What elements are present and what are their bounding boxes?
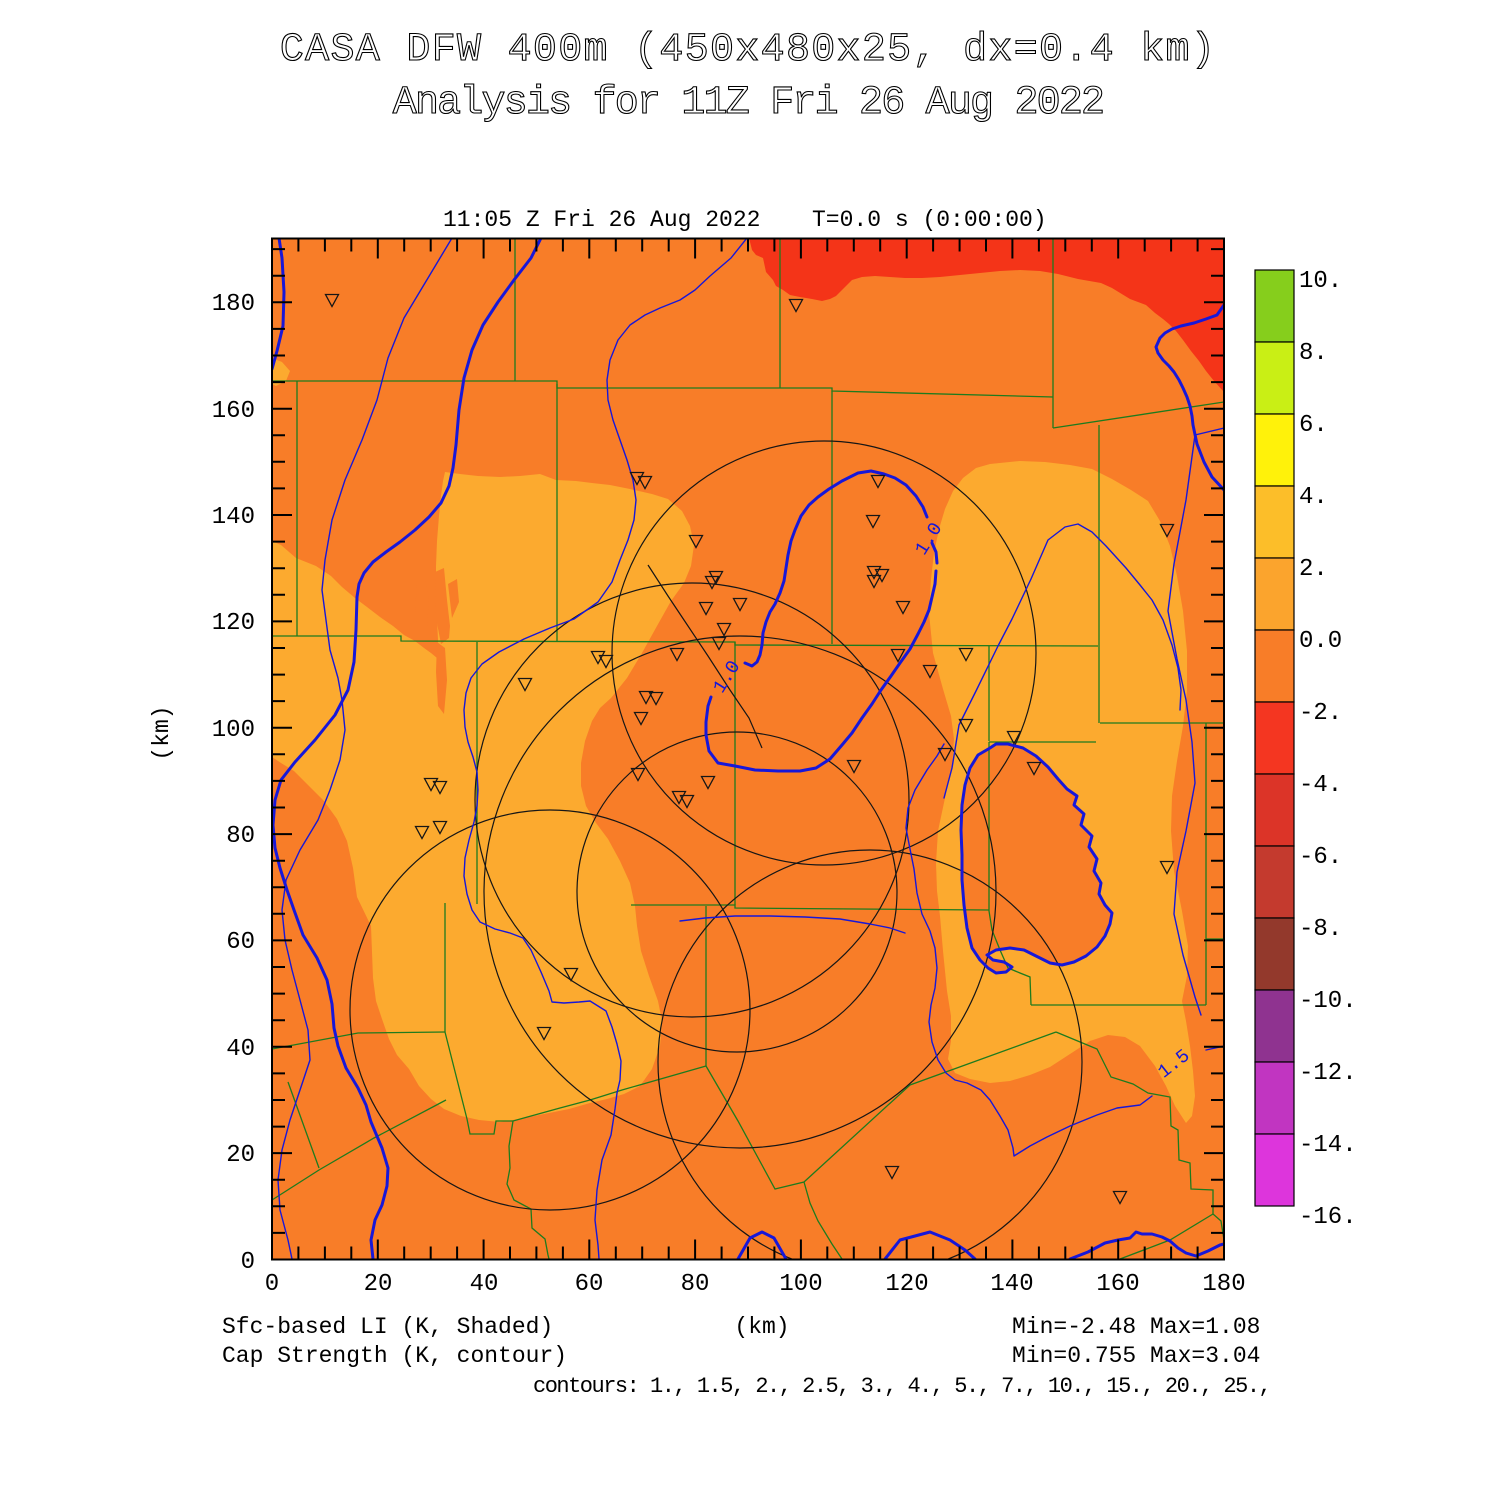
svg-text:-2.: -2. — [1299, 700, 1342, 727]
svg-text:Sfc-based LI (K, Shaded): Sfc-based LI (K, Shaded) — [222, 1314, 553, 1340]
svg-text:80: 80 — [226, 823, 255, 850]
svg-text:20: 20 — [226, 1142, 255, 1169]
svg-text:60: 60 — [226, 929, 255, 956]
svg-text:-16.: -16. — [1299, 1204, 1357, 1231]
svg-text:-8.: -8. — [1299, 916, 1342, 943]
svg-text:0: 0 — [265, 1271, 279, 1298]
svg-text:contours: 1., 1.5, 2., 2.5: contours: 1., 1.5, 2., 2.5, 3., 4., 5., … — [533, 1374, 1270, 1399]
svg-text:Analysis for 11Z Fri 26 Aug 20: Analysis for 11Z Fri 26 Aug 2022 — [393, 81, 1104, 126]
svg-text:140: 140 — [990, 1271, 1033, 1298]
svg-text:120: 120 — [885, 1271, 928, 1298]
svg-text:140: 140 — [212, 504, 255, 531]
svg-text:0: 0 — [241, 1249, 255, 1276]
svg-text:8.: 8. — [1299, 340, 1328, 367]
svg-text:120: 120 — [212, 610, 255, 637]
svg-text:-4.: -4. — [1299, 772, 1342, 799]
svg-text:CASA DFW 400m (450x480x25, dx=: CASA DFW 400m (450x480x25, dx=0.4 km) — [280, 28, 1216, 73]
svg-text:-14.: -14. — [1299, 1132, 1357, 1159]
svg-text:6.: 6. — [1299, 412, 1328, 439]
svg-text:180: 180 — [212, 291, 255, 318]
svg-text:T=0.0 s (0:00:00): T=0.0 s (0:00:00) — [812, 207, 1047, 233]
svg-text:20: 20 — [364, 1271, 393, 1298]
svg-text:10.: 10. — [1299, 268, 1342, 295]
svg-text:80: 80 — [681, 1271, 710, 1298]
svg-text:60: 60 — [575, 1271, 604, 1298]
svg-text:-12.: -12. — [1299, 1060, 1357, 1087]
svg-text:2.: 2. — [1299, 556, 1328, 583]
svg-text:Cap Strength (K, contour): Cap Strength (K, contour) — [222, 1343, 567, 1369]
svg-text:100: 100 — [212, 717, 255, 744]
svg-text:-6.: -6. — [1299, 844, 1342, 871]
svg-text:11:05 Z Fri 26 Aug 2022: 11:05 Z Fri 26 Aug 2022 — [443, 207, 760, 233]
svg-text:(km): (km) — [149, 705, 175, 760]
svg-text:100: 100 — [779, 1271, 822, 1298]
svg-text:40: 40 — [226, 1036, 255, 1063]
svg-text:160: 160 — [212, 398, 255, 425]
svg-text:(km): (km) — [734, 1314, 789, 1340]
svg-text:-10.: -10. — [1299, 988, 1357, 1015]
svg-text:Min=-2.48 Max=1.08: Min=-2.48 Max=1.08 — [1012, 1314, 1260, 1340]
svg-text:Min=0.755 Max=3.04: Min=0.755 Max=3.04 — [1012, 1343, 1260, 1369]
svg-text:0.0: 0.0 — [1299, 628, 1342, 655]
svg-text:40: 40 — [470, 1271, 499, 1298]
svg-text:180: 180 — [1202, 1271, 1245, 1298]
svg-text:4.: 4. — [1299, 484, 1328, 511]
svg-text:160: 160 — [1096, 1271, 1139, 1298]
